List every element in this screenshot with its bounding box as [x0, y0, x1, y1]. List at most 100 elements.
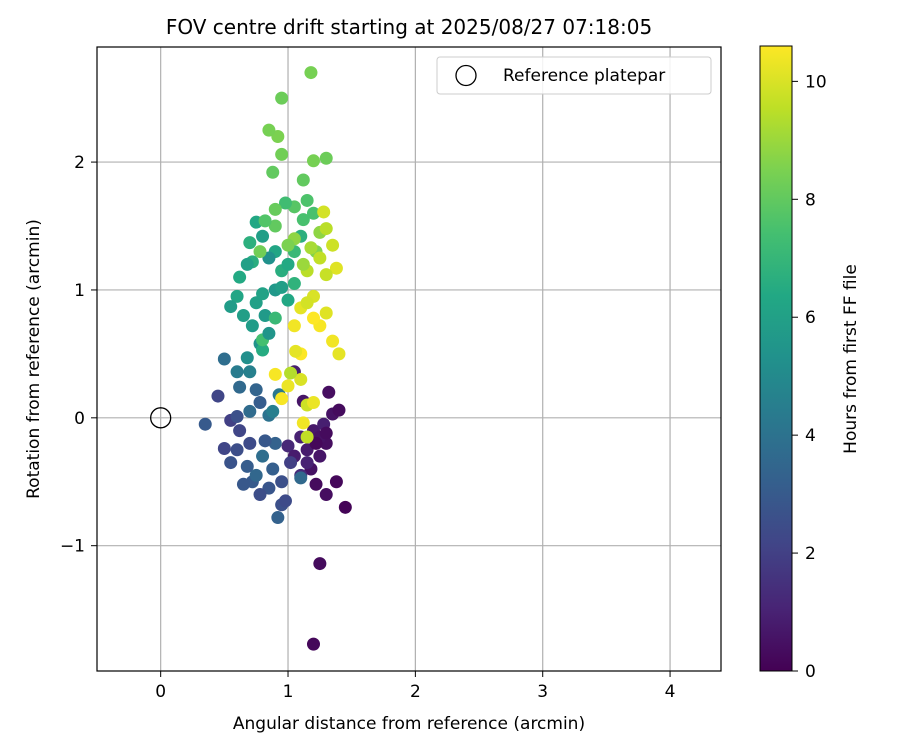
data-point [253, 395, 267, 409]
data-point [296, 257, 310, 271]
data-point [294, 471, 308, 485]
data-point [253, 488, 267, 502]
grid-lines [97, 47, 721, 671]
data-point [249, 383, 263, 397]
data-point [268, 436, 282, 450]
colorbar-tick-label: 0 [805, 662, 816, 682]
data-point [243, 365, 257, 379]
data-point [258, 214, 272, 228]
data-points [198, 66, 352, 651]
data-point [300, 456, 314, 470]
data-point [211, 389, 225, 403]
data-point [281, 238, 295, 252]
data-point [266, 165, 280, 179]
data-point [217, 442, 231, 456]
colorbar-tick-label: 4 [805, 426, 816, 446]
data-point [243, 236, 257, 250]
colorbar-label: Hours from first FF file [841, 264, 861, 454]
data-point [313, 449, 327, 463]
data-point [306, 637, 320, 651]
x-tick-label: 4 [665, 682, 676, 702]
data-point [236, 477, 250, 491]
y-tick-label: −1 [60, 537, 85, 557]
data-point [217, 352, 231, 366]
x-axis-ticks: 0 1 2 3 4 [155, 671, 675, 702]
y-tick-label: 0 [74, 409, 85, 429]
data-point [319, 488, 333, 502]
data-point [319, 268, 333, 282]
x-axis-label: Angular distance from reference (arcmin) [233, 714, 585, 734]
data-point [198, 417, 212, 431]
data-point [256, 229, 270, 243]
data-point [256, 449, 270, 463]
plot-frame [96, 46, 722, 672]
data-point [262, 123, 276, 137]
data-point [268, 367, 282, 381]
data-point [275, 475, 289, 489]
data-point [258, 309, 272, 323]
data-point [224, 456, 238, 470]
data-point [278, 196, 292, 210]
colorbar-tick-label: 10 [805, 72, 827, 92]
data-point [268, 219, 282, 233]
data-point [289, 344, 303, 358]
data-point [326, 334, 340, 348]
data-point [306, 154, 320, 168]
data-point [233, 380, 247, 394]
data-point [243, 436, 257, 450]
data-point [319, 151, 333, 165]
data-point [275, 147, 289, 161]
data-point [304, 241, 318, 255]
data-point [240, 459, 254, 473]
data-point [249, 468, 263, 482]
data-point [271, 511, 285, 525]
data-point [284, 366, 298, 380]
colorbar-tick-label: 2 [805, 544, 816, 564]
data-point [262, 326, 276, 340]
data-point [268, 202, 282, 216]
data-point [281, 439, 295, 453]
data-point [304, 66, 318, 80]
data-point [306, 395, 320, 409]
data-point [230, 289, 244, 303]
data-point [319, 426, 333, 440]
data-point [317, 205, 331, 219]
colorbar-tick-label: 6 [805, 308, 816, 328]
data-point [287, 319, 301, 333]
y-tick-label: 2 [74, 153, 85, 173]
x-tick-label: 3 [537, 682, 548, 702]
data-point [338, 500, 352, 514]
reference-platepar-marker [150, 407, 172, 429]
data-point [256, 343, 270, 357]
data-point [243, 404, 257, 418]
y-axis-ticks: −1 0 1 2 [60, 153, 97, 557]
data-point [230, 410, 244, 424]
data-point [322, 385, 336, 399]
data-point [233, 270, 247, 284]
reference-marker-layer [150, 407, 172, 429]
chart-title: FOV centre drift starting at 2025/08/27 … [166, 15, 652, 39]
data-point [326, 238, 340, 252]
data-point [268, 311, 282, 325]
data-point [313, 557, 327, 571]
data-point [296, 213, 310, 227]
y-tick-label: 1 [74, 281, 85, 301]
colorbar [759, 45, 793, 672]
data-point [332, 403, 346, 417]
x-tick-label: 1 [283, 682, 294, 702]
data-point [287, 277, 301, 291]
data-point [309, 477, 323, 491]
data-point [319, 306, 333, 320]
data-point [281, 379, 295, 393]
data-point [281, 257, 295, 271]
colorbar-tick-label: 8 [805, 190, 816, 210]
data-point [240, 351, 254, 365]
data-point [332, 347, 346, 361]
data-point [275, 280, 289, 294]
legend-reference-marker [455, 64, 477, 87]
data-point [245, 319, 259, 333]
data-point [236, 309, 250, 323]
data-point [284, 456, 298, 470]
data-point [300, 296, 314, 310]
